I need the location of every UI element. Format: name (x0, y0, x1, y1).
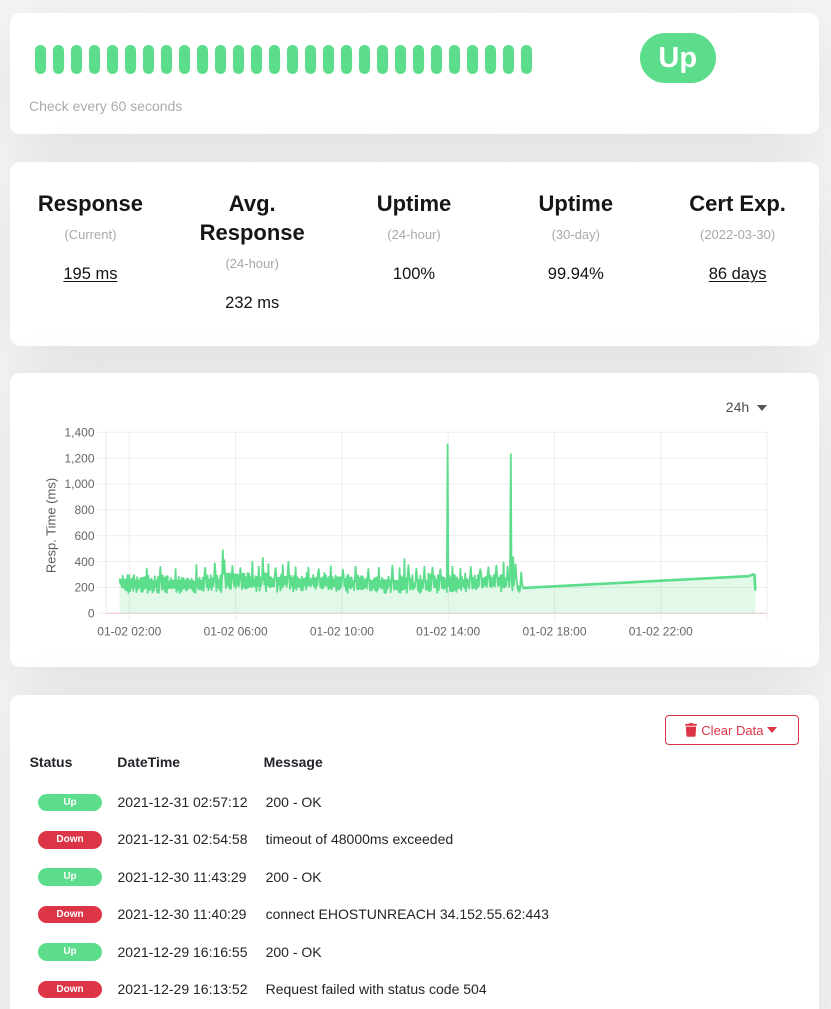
svg-text:01-02 02:00: 01-02 02:00 (97, 625, 161, 639)
svg-text:400: 400 (74, 555, 94, 569)
svg-text:800: 800 (74, 503, 94, 517)
svg-text:01-02 06:00: 01-02 06:00 (203, 625, 267, 639)
svg-text:600: 600 (74, 529, 94, 543)
svg-text:01-02 14:00: 01-02 14:00 (416, 625, 480, 639)
svg-text:200: 200 (74, 581, 94, 595)
svg-text:01-02 22:00: 01-02 22:00 (628, 625, 692, 639)
svg-text:Resp. Time (ms): Resp. Time (ms) (43, 478, 58, 573)
svg-text:1,200: 1,200 (64, 451, 94, 465)
svg-text:1,400: 1,400 (64, 426, 94, 440)
svg-text:01-02 18:00: 01-02 18:00 (522, 625, 586, 639)
svg-text:0: 0 (87, 607, 94, 621)
svg-text:1,000: 1,000 (64, 477, 94, 491)
svg-text:01-02 10:00: 01-02 10:00 (309, 625, 373, 639)
